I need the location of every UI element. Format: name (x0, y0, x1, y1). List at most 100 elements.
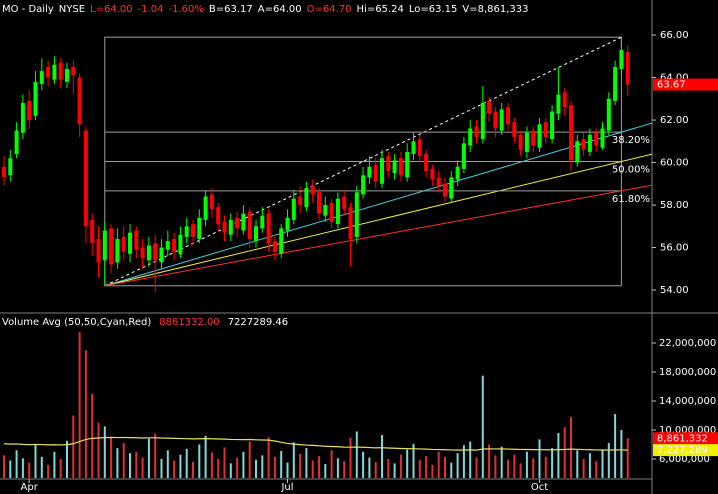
candle-body (33, 81, 38, 116)
candle-body (613, 66, 618, 101)
volume-bar (154, 433, 157, 478)
candle-body (449, 177, 454, 199)
candle-body (392, 160, 397, 174)
volume-bar (84, 350, 87, 478)
volume-bar (305, 448, 308, 478)
volume-bar (355, 431, 358, 478)
candle-body (436, 177, 441, 186)
volume-bar (399, 454, 402, 478)
header-item: B=63.17 (209, 4, 253, 15)
vol-tick-label: 6,000,000 (659, 454, 710, 465)
volume-bar (595, 461, 598, 478)
candle-body (146, 245, 151, 261)
candle-body (524, 132, 529, 152)
last-avg-label: 7,227,289 (657, 445, 708, 456)
header-item: MO - Daily (2, 4, 54, 15)
candle-body (83, 130, 88, 227)
candle-body (317, 192, 321, 214)
candle-body (241, 213, 246, 231)
volume-bar (267, 437, 270, 478)
volume-bar (116, 448, 119, 478)
candle-body (468, 128, 473, 146)
volume-bar (166, 450, 169, 478)
fib-fan (104, 122, 653, 287)
volume-bar (462, 445, 465, 478)
candle-body (46, 66, 51, 78)
candle-body (606, 98, 611, 131)
candle-body (134, 230, 139, 250)
volume-bar (9, 460, 12, 478)
volume-bar (141, 457, 144, 478)
candle-body (493, 111, 498, 129)
volume-bar (374, 461, 377, 478)
volume-readout: 7227289.46 (228, 317, 288, 328)
y-tick-label: 54.00 (660, 285, 689, 296)
volume-bar (103, 426, 106, 478)
volume-bar (210, 452, 213, 478)
candle-body (556, 94, 561, 114)
volume-bar (557, 432, 560, 478)
volume-bar (59, 459, 62, 478)
candle-body (619, 49, 624, 70)
candle-body (203, 196, 208, 220)
volume-bar (330, 450, 333, 478)
candle-body (184, 226, 189, 237)
candle-body (272, 241, 277, 252)
last-avg-box (653, 444, 718, 457)
candle-body (52, 64, 57, 80)
volume-bar (601, 449, 604, 478)
volume-bar (349, 437, 352, 478)
volume-bar (494, 455, 497, 478)
candle-body (518, 134, 523, 150)
candle-body (71, 66, 76, 76)
volume-bar (620, 430, 623, 478)
candle-body (191, 224, 195, 237)
volume-bar (72, 415, 75, 478)
candle-body (65, 69, 69, 82)
volume-bar (110, 437, 113, 478)
last-volume-box (653, 432, 718, 445)
volume-bar (519, 463, 522, 478)
vol-tick-label: 10,000,000 (659, 425, 716, 436)
vol-tick-label: 14,000,000 (659, 396, 716, 407)
volume-bar (185, 448, 188, 478)
candle-body (228, 219, 233, 235)
volume-bar (582, 459, 585, 478)
candle-body (594, 132, 599, 146)
candle-body (115, 239, 120, 263)
header-item: -1.60% (169, 4, 204, 15)
candle-body (587, 134, 592, 152)
candle-body (373, 164, 378, 182)
candle-body (443, 183, 447, 197)
candle-body (512, 122, 517, 138)
volume-bar (362, 451, 365, 478)
volume-bar (412, 443, 415, 478)
header-item: L=64.00 (90, 4, 133, 15)
candle-body (550, 111, 555, 140)
volume-bar (500, 446, 503, 478)
candle-body (348, 207, 353, 240)
candle-body (153, 243, 158, 261)
x-tick-label: Jul (280, 482, 293, 493)
volume-name: Volume Avg (50,50,Cyan,Red) (2, 317, 151, 328)
volume-bar (21, 458, 24, 478)
candle-body (455, 166, 460, 180)
volume-bar (381, 435, 383, 478)
candle-body (285, 217, 290, 231)
volume-bar (3, 455, 5, 478)
volume-title: Volume Avg (50,50,Cyan,Red) 8861332.00 722… (2, 317, 288, 328)
volume-bar (34, 444, 37, 478)
candle-body (367, 166, 372, 178)
candle-body (562, 92, 567, 108)
volume-bar (456, 453, 459, 478)
volume-bar (47, 464, 50, 478)
candle-body (121, 236, 126, 252)
candle-body (109, 228, 114, 265)
volume-bar (299, 453, 302, 478)
volume-bar (97, 422, 100, 478)
candle-body (159, 247, 164, 263)
last-volume-label: 8,861,332 (657, 433, 708, 444)
candle-body (304, 188, 309, 208)
volume-bar (173, 460, 176, 478)
